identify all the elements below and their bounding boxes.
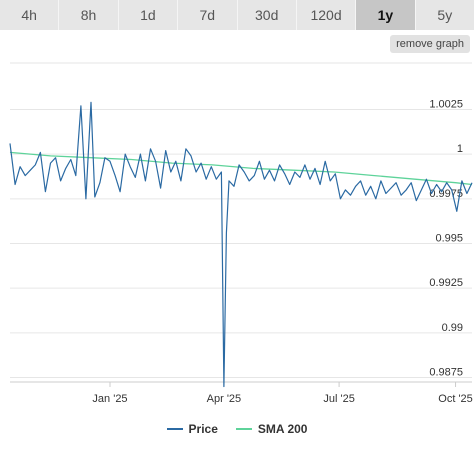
tab-30d[interactable]: 30d xyxy=(237,0,297,30)
tab-1d[interactable]: 1d xyxy=(118,0,179,30)
remove-graph-button[interactable]: remove graph xyxy=(390,35,470,53)
legend-item-price[interactable]: Price xyxy=(166,422,218,436)
price-series-line xyxy=(9,101,473,388)
y-axis: 0.9875 0.99 0.9925 0.995 0.9975 1 1.0025 xyxy=(429,98,463,378)
y-tick-label: 0.995 xyxy=(435,232,463,244)
tab-1y[interactable]: 1y xyxy=(356,0,416,30)
legend-label-sma: SMA 200 xyxy=(257,422,308,436)
y-tick-label: 0.99 xyxy=(442,322,463,334)
y-tick-label: 1.0025 xyxy=(429,98,463,110)
x-axis: Jan '25 Apr '25 Jul '25 Oct '25 xyxy=(10,381,473,405)
x-tick-label: Oct '25 xyxy=(438,393,473,405)
y-tick-label: 0.9875 xyxy=(429,367,463,379)
sma-swatch xyxy=(235,428,252,430)
x-tick-label: Jul '25 xyxy=(323,393,354,405)
legend-item-sma[interactable]: SMA 200 xyxy=(235,422,308,436)
tab-120d[interactable]: 120d xyxy=(296,0,357,30)
time-range-tabs: 4h 8h 1d 7d 30d 120d 1y 5y xyxy=(0,0,474,30)
price-swatch xyxy=(166,428,183,430)
series-lines xyxy=(9,101,473,388)
tab-7d[interactable]: 7d xyxy=(178,0,238,30)
y-tick-label: 0.9975 xyxy=(429,188,463,200)
sma-series-line xyxy=(9,151,473,186)
chart-legend: Price SMA 200 xyxy=(0,420,474,438)
legend-label-price: Price xyxy=(188,422,218,436)
x-tick-label: Jan '25 xyxy=(92,393,127,405)
x-tick-label: Apr '25 xyxy=(207,393,242,405)
tab-8h[interactable]: 8h xyxy=(59,0,119,30)
tab-4h[interactable]: 4h xyxy=(0,0,60,30)
y-tick-label: 1 xyxy=(457,143,463,155)
y-tick-label: 0.9925 xyxy=(429,277,463,289)
grid-lines xyxy=(10,62,472,379)
tab-5y[interactable]: 5y xyxy=(415,0,474,30)
